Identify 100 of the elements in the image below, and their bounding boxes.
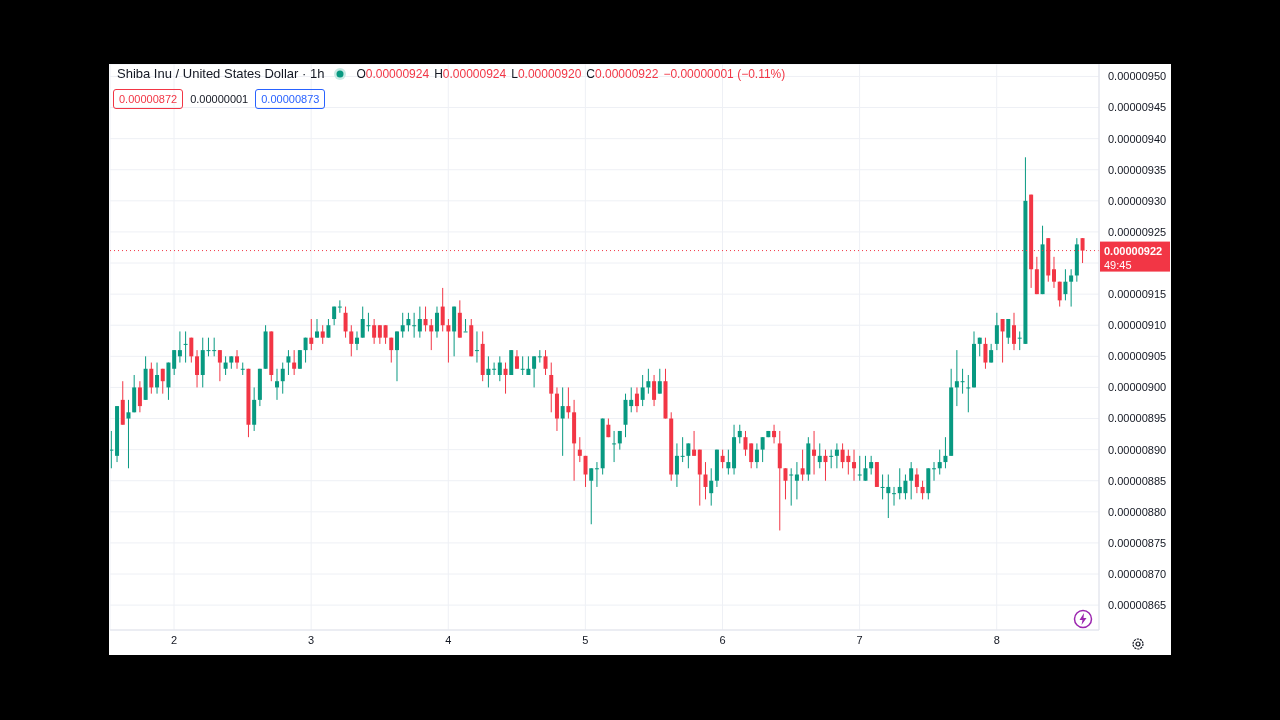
candlestick (446, 318, 451, 364)
candlestick (794, 461, 799, 500)
candlestick (377, 324, 382, 345)
y-tick-label: 0.00000935 (1108, 163, 1167, 176)
candlestick (932, 461, 937, 482)
candlestick (920, 480, 925, 500)
candlestick (943, 436, 948, 469)
candlestick (709, 467, 714, 507)
y-tick-label: 0.00000870 (1108, 567, 1167, 580)
candlestick (155, 362, 160, 395)
y-tick-label: 0.00000875 (1108, 536, 1167, 549)
candlestick (994, 312, 999, 351)
candlestick (834, 442, 839, 469)
x-tick-label: 7 (856, 633, 863, 646)
candlestick (315, 318, 320, 339)
candlestick (309, 318, 314, 351)
candlestick (343, 306, 348, 339)
candlestick (383, 324, 388, 345)
candlestick (560, 386, 565, 457)
candlestick (126, 399, 131, 469)
candlestick (760, 436, 765, 463)
y-tick-label: 0.00000915 (1108, 288, 1167, 301)
x-tick-label: 8 (993, 633, 1000, 646)
y-tick-label: 0.00000950 (1108, 70, 1167, 83)
candlestick (652, 374, 657, 407)
candlestick (549, 362, 554, 413)
candlestick (354, 330, 359, 351)
annotation: 0.00000873 (255, 89, 326, 109)
candlestick (743, 430, 748, 457)
candlestick (612, 430, 617, 463)
y-tick-label: 0.00000945 (1108, 101, 1167, 114)
annotation: H0.00000924 (434, 66, 507, 81)
candlestick (583, 455, 588, 488)
candlestick (486, 355, 491, 388)
candlestick (869, 455, 874, 476)
candlestick (692, 430, 697, 457)
candlestick (680, 436, 685, 463)
candlestick (634, 386, 639, 413)
candlestick (954, 349, 959, 407)
candlestick (852, 449, 857, 482)
candlestick (749, 442, 754, 469)
candlestick (492, 362, 497, 376)
candlestick (503, 362, 508, 395)
y-tick-label: 0.00000905 (1108, 350, 1167, 363)
candlestick (434, 306, 439, 339)
candlestick (406, 312, 411, 332)
candlestick (577, 436, 582, 463)
candlestick (423, 306, 428, 332)
annotation: −0.00000001 (−0.11%) (663, 66, 786, 81)
candlestick (286, 349, 291, 376)
candlestick (720, 449, 725, 469)
chart-title: Shiba Inu / United States Dollar · 1h (117, 66, 325, 81)
candlestick (394, 330, 399, 382)
candlestick (474, 330, 479, 364)
candlestick (960, 368, 965, 395)
candlestick (326, 318, 331, 339)
candlestick (235, 349, 240, 370)
y-tick-label: 0.00000940 (1108, 132, 1167, 145)
annotation: 0.00000001 (190, 93, 249, 105)
candlestick (817, 442, 822, 469)
candlestick (783, 467, 788, 500)
candlestick (429, 318, 434, 351)
candlestick (686, 442, 691, 469)
candlestick (909, 461, 914, 500)
y-tick-label: 0.00000895 (1108, 412, 1167, 425)
candlestick (280, 362, 285, 395)
annotation: L0.00000920 (511, 66, 582, 81)
candlestick (674, 442, 679, 488)
candlestick (1000, 318, 1005, 364)
candlestick (937, 449, 942, 476)
annotation: O0.00000924 (356, 66, 430, 81)
candlestick (240, 362, 245, 376)
candlestick (195, 349, 200, 388)
candlestick (812, 430, 817, 476)
candlestick (800, 449, 805, 482)
y-tick-label: 0.00000910 (1108, 319, 1167, 332)
candlestick (417, 306, 422, 339)
candlestick (275, 368, 280, 401)
candlestick (1006, 318, 1011, 345)
candlestick (1057, 281, 1062, 308)
candlestick (400, 312, 405, 339)
candlestick (532, 355, 537, 388)
candlestick (440, 287, 445, 332)
candlestick (189, 337, 194, 364)
candlestick (463, 318, 468, 333)
x-tick-label: 6 (719, 633, 726, 646)
y-tick-label: 0.00000890 (1108, 443, 1167, 456)
candlestick (217, 349, 222, 382)
candlestick (989, 343, 994, 364)
candlestick (172, 349, 177, 376)
candlestick (646, 368, 651, 395)
candlestick (1012, 312, 1016, 351)
candlestick (594, 461, 599, 488)
candlestick (829, 449, 834, 469)
candlestick (1052, 256, 1056, 289)
candlestick (412, 312, 417, 339)
candlestick (160, 368, 165, 395)
candlestick (497, 355, 502, 382)
candlestick (892, 486, 897, 507)
x-tick-label: 5 (582, 633, 589, 646)
